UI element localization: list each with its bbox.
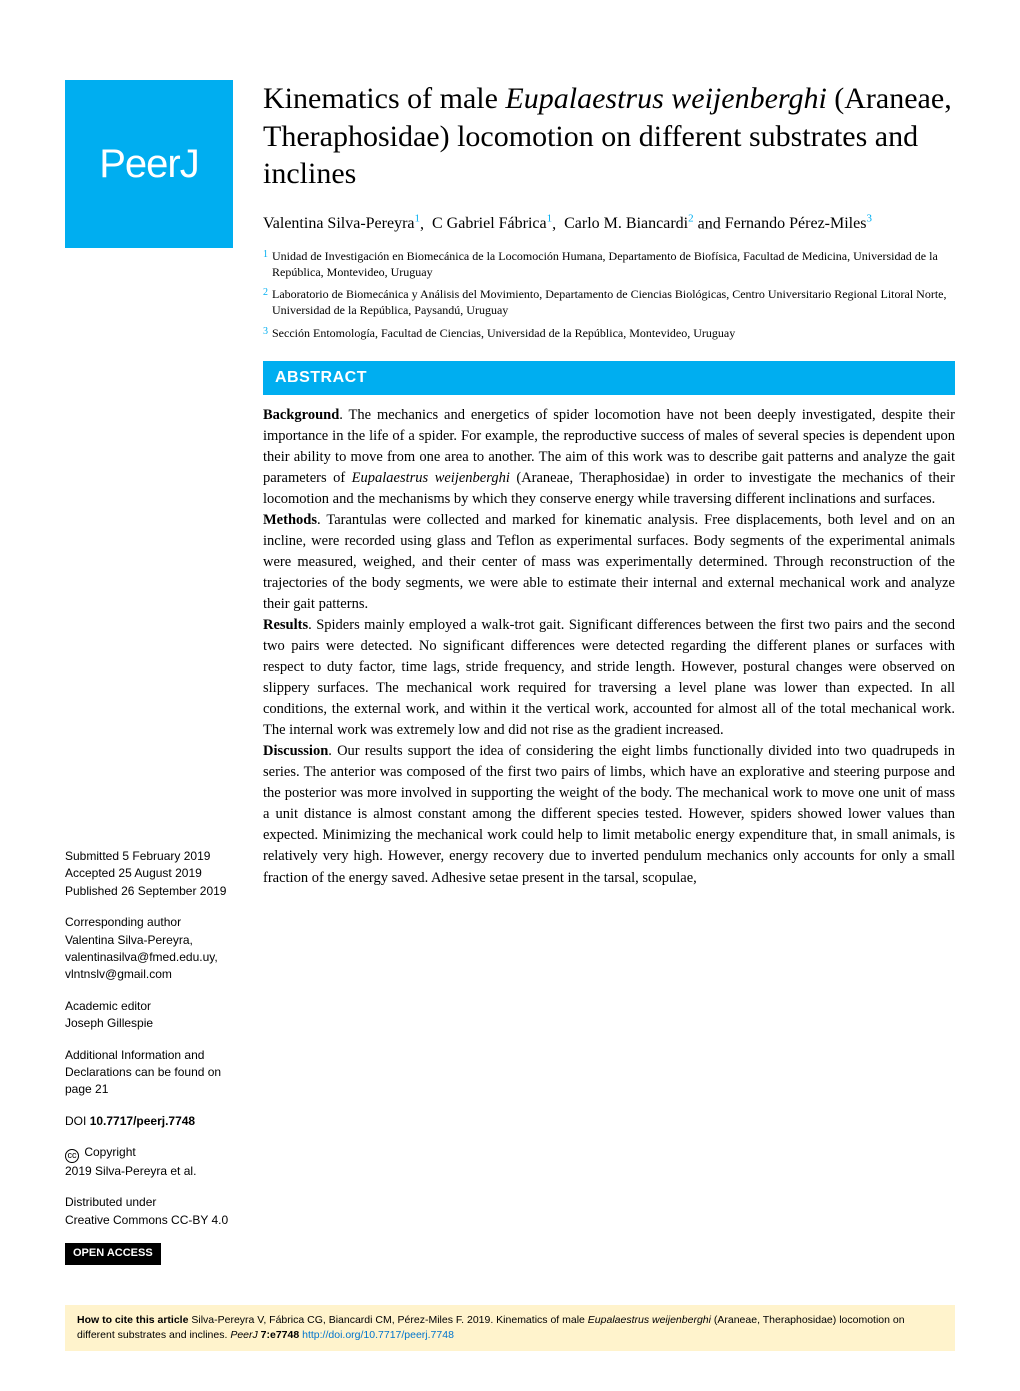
citation-species: Eupalaestrus weijenberghi xyxy=(588,1314,711,1326)
citation-box: How to cite this article Silva-Pereyra V… xyxy=(65,1305,955,1350)
accepted-date: 25 August 2019 xyxy=(118,866,201,880)
published-date: 26 September 2019 xyxy=(121,884,226,898)
additional-info: Additional Information and Declarations … xyxy=(65,1047,233,1099)
distribution-block: Distributed under Creative Commons CC-BY… xyxy=(65,1194,233,1229)
editor-label: Academic editor xyxy=(65,998,233,1015)
submission-dates: Submitted 5 February 2019 Accepted 25 Au… xyxy=(65,848,233,900)
submitted-date: 5 February 2019 xyxy=(122,849,210,863)
discussion-text: . Our results support the idea of consid… xyxy=(263,743,955,885)
results-label: Results xyxy=(263,617,308,633)
abstract-header: ABSTRACT xyxy=(263,361,955,395)
copyright-label: Copyright xyxy=(84,1145,135,1159)
corresponding-email-2: vlntnslv@gmail.com xyxy=(65,966,233,983)
doi-value: 10.7717/peerj.7748 xyxy=(90,1114,195,1128)
affiliation-1: 1 Unidad de Investigación en Biomecánica… xyxy=(263,248,955,280)
methods-label: Methods xyxy=(263,512,317,528)
background-species: Eupalaestrus weijenberghi xyxy=(352,470,510,486)
distributed-label: Distributed under xyxy=(65,1194,233,1211)
peerj-logo: PeerJ xyxy=(65,80,233,248)
citation-doi-link[interactable]: http://doi.org/10.7717/peerj.7748 xyxy=(302,1329,454,1341)
author-2: C Gabriel Fábrica1 xyxy=(432,215,552,232)
left-column: PeerJ Submitted 5 February 2019 Accepted… xyxy=(65,80,233,1265)
distributed-text: Creative Commons CC-BY 4.0 xyxy=(65,1212,233,1229)
doi-block: DOI 10.7717/peerj.7748 xyxy=(65,1113,233,1130)
accepted-label: Accepted xyxy=(65,866,115,880)
academic-editor: Academic editor Joseph Gillespie xyxy=(65,998,233,1033)
corresponding-email-1: valentinasilva@fmed.edu.uy, xyxy=(65,949,233,966)
corresponding-label: Corresponding author xyxy=(65,914,233,931)
affiliation-list: 1 Unidad de Investigación en Biomecánica… xyxy=(263,248,955,341)
logo-text: PeerJ xyxy=(99,136,199,192)
article-metadata-sidebar: Submitted 5 February 2019 Accepted 25 Au… xyxy=(65,848,233,1265)
author-list: Valentina Silva-Pereyra1, C Gabriel Fábr… xyxy=(263,211,955,236)
title-pre: Kinematics of male xyxy=(263,82,505,115)
corresponding-author: Corresponding author Valentina Silva-Per… xyxy=(65,914,233,984)
copyright-block: cc Copyright 2019 Silva-Pereyra et al. xyxy=(65,1144,233,1180)
open-access-container: OPEN ACCESS xyxy=(65,1243,233,1265)
results-text: . Spiders mainly employed a walk-trot ga… xyxy=(263,617,955,738)
copyright-text: 2019 Silva-Pereyra et al. xyxy=(65,1164,196,1178)
title-species: Eupalaestrus weijenberghi xyxy=(505,82,826,115)
two-column-layout: PeerJ Submitted 5 February 2019 Accepted… xyxy=(65,80,955,1265)
submitted-label: Submitted xyxy=(65,849,119,863)
citation-volume: 7:e7748 xyxy=(258,1329,302,1341)
published-label: Published xyxy=(65,884,118,898)
abstract-body: Background. The mechanics and energetics… xyxy=(263,405,955,888)
discussion-label: Discussion xyxy=(263,743,328,759)
methods-text: . Tarantulas were collected and marked f… xyxy=(263,512,955,612)
citation-prefix: How to cite this article xyxy=(77,1314,188,1326)
open-access-badge: OPEN ACCESS xyxy=(65,1243,161,1265)
citation-authors: Silva-Pereyra V, Fábrica CG, Biancardi C… xyxy=(188,1314,587,1326)
cc-icon: cc xyxy=(65,1149,79,1163)
citation-journal: PeerJ xyxy=(230,1329,257,1341)
affiliation-3: 3 Sección Entomología, Facultad de Cienc… xyxy=(263,325,955,341)
author-4: Fernando Pérez-Miles3 xyxy=(725,215,872,232)
doi-label: DOI xyxy=(65,1114,86,1128)
right-column: Kinematics of male Eupalaestrus weijenbe… xyxy=(263,80,955,1265)
corresponding-name: Valentina Silva-Pereyra, xyxy=(65,932,233,949)
page-container: PeerJ Submitted 5 February 2019 Accepted… xyxy=(0,0,1020,1391)
author-1: Valentina Silva-Pereyra1 xyxy=(263,215,420,232)
editor-name: Joseph Gillespie xyxy=(65,1015,233,1032)
background-label: Background xyxy=(263,407,339,423)
article-title: Kinematics of male Eupalaestrus weijenbe… xyxy=(263,80,955,193)
author-3: Carlo M. Biancardi2 xyxy=(564,215,693,232)
affiliation-2: 2 Laboratorio de Biomecánica y Análisis … xyxy=(263,286,955,318)
